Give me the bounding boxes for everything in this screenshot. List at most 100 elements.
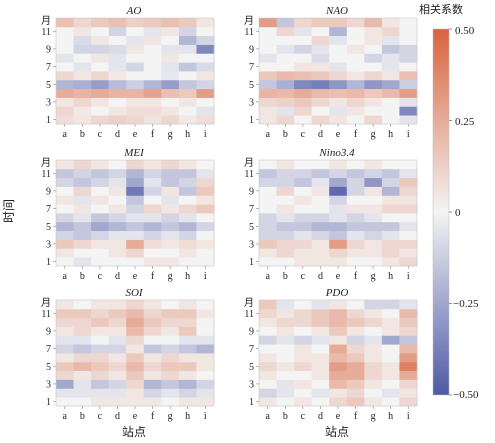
heatmap-cell-mei-m2-b — [73, 248, 92, 258]
heatmap-cell-pdo-m5-c — [294, 361, 313, 372]
heatmap-mei: a b c d e f g h i 1 3 5 7 9 11月 — [41, 157, 215, 282]
heatmap-cell-nino34-m2-e — [329, 248, 348, 258]
heatmap-cell-soi-m12-e — [126, 300, 145, 310]
heatmap-cell-nino34-m7-f — [346, 204, 365, 214]
heatmap-cell-pdo-m12-i — [399, 300, 418, 310]
heatmap-cell-ao-m5-e — [126, 79, 145, 90]
heatmap-cell-pdo-m2-g — [364, 388, 383, 398]
heatmap-cell-pdo-m2-f — [346, 388, 365, 398]
y-tick-ao-3: 3 — [46, 97, 51, 108]
x-tick-ao-b: b — [80, 129, 85, 140]
heatmap-cell-mei-m4-e — [126, 230, 145, 240]
y-tick-pdo-5: 5 — [249, 362, 254, 373]
heatmap-cell-nino34-m6-b — [276, 213, 295, 223]
heatmap-cell-soi-m3-e — [126, 379, 145, 389]
heatmap-cell-pdo-m3-d — [311, 379, 330, 389]
heatmap-cell-nao-m2-f — [346, 106, 365, 116]
heatmap-cell-nao-m10-g — [364, 35, 383, 45]
heatmap-cell-mei-m1-h — [178, 257, 197, 267]
x-tick-mei-g: g — [168, 271, 173, 282]
heatmap-cell-ao-m4-h — [178, 88, 197, 98]
heatmap-cell-nino34-m8-e — [329, 195, 348, 205]
heatmap-cell-nino34-m11-d — [311, 168, 330, 179]
heatmap-cell-ao-m5-g — [161, 79, 180, 90]
heatmap-soi: a b c d e f g h i 1 3 5 7 9 11月 — [41, 297, 215, 422]
heatmap-cell-mei-m9-f — [143, 186, 162, 196]
heatmap-cell-nino34-m11-h — [381, 168, 400, 179]
heatmap-cell-nao-m9-h — [381, 44, 400, 54]
y-tick-pdo-7: 7 — [249, 344, 254, 355]
y-tick-pdo-11: 11 — [244, 309, 254, 320]
colorbar-tick-2: 0 — [455, 207, 461, 219]
y-tick-nino34-5: 5 — [249, 222, 254, 233]
heatmap-cell-pdo-m4-e — [329, 370, 348, 380]
heatmap-cell-mei-m12-c — [91, 160, 110, 170]
heatmap-cell-mei-m7-f — [143, 204, 162, 214]
heatmap-cell-pdo-m9-e — [329, 326, 348, 336]
x-tick-pdo-e: e — [336, 411, 341, 422]
heatmap-cell-ao-m5-b — [73, 79, 92, 90]
heatmap-cell-mei-m1-e — [126, 257, 145, 267]
heatmap-cell-ao-m12-d — [108, 18, 127, 28]
heatmap-cell-nino34-m7-c — [294, 204, 313, 214]
heatmap-cell-soi-m8-a — [56, 335, 74, 345]
heatmap-cell-nao-m11-i — [399, 26, 418, 37]
y-tick-nao-3: 3 — [249, 97, 254, 108]
x-tick-nino34-i: i — [407, 271, 410, 282]
heatmap-cell-soi-m2-c — [91, 388, 110, 398]
heatmap-cell-pdo-m11-c — [294, 308, 313, 319]
heatmap-cell-mei-m2-d — [108, 248, 127, 258]
heatmap-cell-ao-m2-d — [108, 106, 127, 116]
heatmap-cell-pdo-m12-f — [346, 300, 365, 310]
x-tick-ao-f: f — [151, 129, 155, 140]
heatmap-cell-soi-m1-a — [56, 397, 74, 407]
heatmap-cell-nao-m8-i — [399, 53, 418, 63]
heatmap-cell-mei-m2-i — [196, 248, 215, 258]
heatmap-cell-soi-m2-h — [178, 388, 197, 398]
heatmap-cell-nino34-m6-h — [381, 213, 400, 223]
heatmap-cell-soi-m4-d — [108, 370, 127, 380]
heatmap-cell-ao-m9-f — [143, 44, 162, 54]
heatmap-cell-nao-m9-i — [399, 44, 418, 54]
heatmap-cell-mei-m8-g — [161, 195, 180, 205]
heatmap-cell-nao-m7-a — [259, 62, 277, 72]
heatmap-cell-ao-m7-a — [56, 62, 74, 72]
y-tick-nino34-3: 3 — [249, 239, 254, 250]
heatmap-cell-pdo-m2-h — [381, 388, 400, 398]
heatmap-cell-nino34-m4-f — [346, 230, 365, 240]
heatmap-cell-soi-m8-c — [91, 335, 110, 345]
heatmap-cell-soi-m7-d — [108, 344, 127, 354]
heatmap-cell-pdo-m6-d — [311, 353, 330, 363]
heatmap-cell-mei-m6-i — [196, 213, 215, 223]
x-tick-pdo-b: b — [283, 411, 288, 422]
heatmap-cell-mei-m3-c — [91, 239, 110, 249]
heatmap-cell-nao-m11-f — [346, 26, 365, 37]
heatmap-cell-soi-m9-d — [108, 326, 127, 336]
heatmap-cell-pdo-m7-i — [399, 344, 418, 354]
heatmap-cell-soi-m1-c — [91, 397, 110, 407]
heatmap-cell-nino34-m1-i — [399, 257, 418, 267]
heatmap-cell-mei-m10-e — [126, 177, 145, 187]
heatmap-cell-soi-m4-a — [56, 370, 74, 380]
heatmap-cell-soi-m11-c — [91, 308, 110, 319]
heatmap-cell-nino34-m7-a — [259, 204, 277, 214]
heatmap-cell-ao-m1-i — [196, 115, 215, 125]
heatmap-cell-nao-m6-c — [294, 71, 313, 81]
heatmap-cell-pdo-m3-h — [381, 379, 400, 389]
heatmap-cell-pdo-m9-f — [346, 326, 365, 336]
heatmap-cell-ao-m10-f — [143, 35, 162, 45]
heatmap-cell-ao-m6-i — [196, 71, 215, 81]
heatmap-cell-mei-m4-f — [143, 230, 162, 240]
heatmap-cell-soi-m1-e — [126, 397, 145, 407]
heatmap-cell-mei-m1-a — [56, 257, 74, 267]
heatmap-cell-pdo-m1-e — [329, 397, 348, 407]
heatmap-cell-pdo-m7-a — [259, 344, 277, 354]
heatmap-cell-mei-m11-b — [73, 168, 92, 179]
y-tick-ao-7: 7 — [46, 62, 51, 73]
heatmap-cell-mei-m7-g — [161, 204, 180, 214]
y-tick-mei-5: 5 — [46, 222, 51, 233]
heatmap-cell-nao-m12-d — [311, 18, 330, 28]
heatmap-cell-nao-m5-h — [381, 79, 400, 90]
heatmap-cell-nino34-m1-h — [381, 257, 400, 267]
